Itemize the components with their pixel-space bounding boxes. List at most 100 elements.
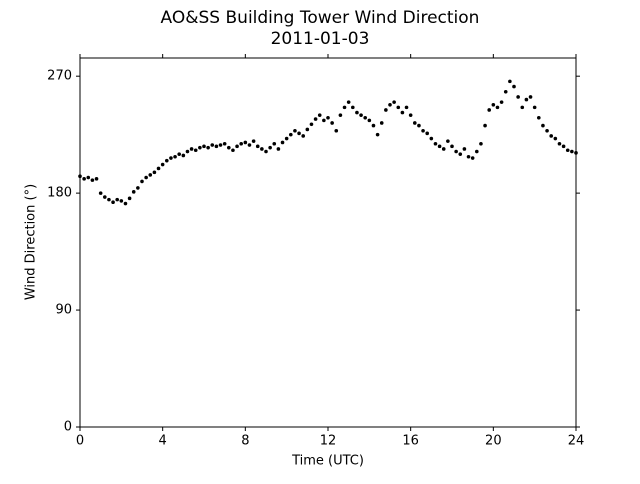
- data-point: [235, 144, 239, 149]
- data-point: [293, 128, 297, 133]
- data-point: [553, 136, 558, 141]
- data-point: [177, 152, 181, 156]
- data-point: [351, 105, 355, 110]
- data-point: [98, 191, 103, 195]
- x-tick-label: 20: [485, 434, 502, 449]
- data-point: [276, 147, 281, 151]
- data-point: [313, 117, 318, 121]
- data-point: [549, 134, 553, 138]
- data-point: [301, 134, 306, 138]
- data-point: [384, 108, 388, 112]
- data-point: [557, 141, 562, 146]
- data-point: [264, 149, 268, 154]
- data-point: [371, 123, 376, 128]
- data-point: [487, 108, 492, 112]
- data-point: [470, 156, 475, 160]
- data-point: [363, 115, 368, 120]
- data-point: [222, 141, 227, 146]
- data-point: [483, 123, 487, 128]
- data-point: [537, 115, 541, 120]
- data-point: [173, 154, 177, 159]
- data-point: [239, 141, 243, 146]
- data-point: [404, 105, 409, 110]
- data-point: [103, 195, 107, 199]
- data-point: [433, 141, 438, 146]
- data-point: [367, 118, 372, 123]
- data-point: [210, 143, 215, 147]
- data-point: [565, 148, 570, 153]
- data-point: [107, 197, 111, 202]
- data-point: [127, 196, 132, 201]
- data-point: [413, 121, 417, 125]
- data-point: [90, 178, 95, 182]
- data-point: [561, 144, 566, 149]
- data-point: [251, 139, 256, 143]
- data-point: [284, 136, 289, 141]
- plot-frame: [79, 57, 577, 428]
- y-axis-label: Wind Direction (°): [24, 184, 39, 300]
- y-tick-label: 90: [55, 303, 72, 318]
- data-point: [214, 144, 219, 149]
- data-point: [260, 147, 264, 151]
- data-point: [532, 105, 537, 110]
- chart-subtitle: 2011-01-03: [271, 29, 370, 49]
- data-point: [421, 128, 425, 133]
- data-point: [417, 123, 421, 128]
- data-point: [202, 144, 206, 149]
- data-point: [475, 149, 479, 154]
- y-tick-label: 0: [64, 420, 72, 435]
- data-point: [458, 152, 463, 156]
- data-point: [268, 145, 272, 150]
- x-tick-label: 8: [241, 434, 249, 449]
- data-point: [400, 110, 405, 115]
- data-point: [441, 147, 446, 151]
- y-tick-label: 270: [47, 69, 72, 84]
- data-point: [247, 143, 252, 147]
- data-point: [322, 118, 326, 123]
- data-point: [462, 147, 467, 151]
- x-tick-label: 12: [320, 434, 337, 449]
- data-point: [156, 166, 161, 171]
- data-point: [574, 151, 578, 155]
- data-point: [140, 179, 144, 184]
- x-tick-label: 16: [402, 434, 419, 449]
- data-point: [119, 199, 124, 203]
- data-point: [446, 139, 450, 143]
- data-point: [123, 201, 128, 206]
- data-point: [181, 153, 186, 158]
- data-point: [272, 141, 277, 146]
- data-point: [392, 100, 396, 104]
- data-point: [144, 175, 148, 180]
- data-point: [375, 132, 380, 137]
- data-point: [359, 113, 363, 117]
- data-point: [94, 177, 99, 181]
- y-tick-label: 180: [47, 186, 72, 201]
- data-point: [115, 197, 119, 202]
- data-point: [429, 136, 434, 141]
- x-tick-label: 24: [568, 434, 585, 449]
- data-point: [185, 149, 190, 154]
- data-point: [148, 173, 153, 177]
- data-point: [503, 89, 508, 94]
- x-tick-label: 4: [159, 434, 167, 449]
- x-tick-label: 0: [76, 434, 84, 449]
- data-point: [379, 121, 384, 125]
- data-point: [136, 186, 140, 190]
- data-point: [280, 140, 285, 145]
- data-point: [524, 97, 529, 102]
- data-point: [152, 170, 157, 175]
- data-point: [346, 100, 351, 104]
- chart-title: AO&SS Building Tower Wind Direction: [161, 8, 480, 28]
- data-point: [255, 144, 260, 149]
- data-point: [396, 105, 401, 110]
- data-point: [243, 140, 248, 145]
- data-point: [78, 174, 82, 179]
- data-point: [305, 127, 310, 132]
- data-point: [189, 147, 194, 151]
- data-point: [466, 154, 471, 159]
- data-point: [425, 131, 430, 136]
- data-point: [408, 113, 413, 117]
- data-point: [309, 122, 314, 127]
- data-point: [206, 145, 210, 150]
- x-axis-label: Time (UTC): [291, 454, 364, 469]
